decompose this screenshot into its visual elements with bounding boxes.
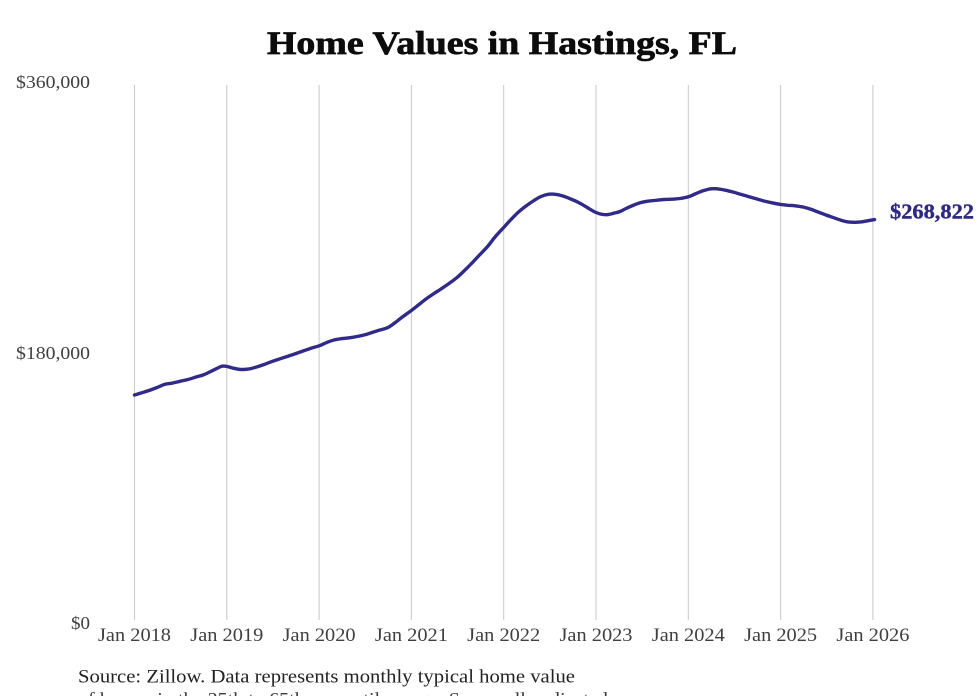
svg-text:Jan 2023: Jan 2023 [560, 625, 633, 646]
svg-text:Jan 2019: Jan 2019 [190, 625, 263, 646]
svg-text:Jan 2024: Jan 2024 [652, 625, 726, 646]
svg-text:Source: Zillow. Data represent: Source: Zillow. Data represents monthly … [78, 667, 575, 688]
svg-text:$360,000: $360,000 [16, 72, 90, 92]
svg-text:Jan 2025: Jan 2025 [744, 625, 817, 646]
svg-text:Home Values in Hastings, FL: Home Values in Hastings, FL [267, 26, 737, 62]
svg-text:$180,000: $180,000 [16, 343, 90, 363]
svg-text:$0: $0 [71, 613, 90, 633]
svg-text:Jan 2020: Jan 2020 [283, 625, 356, 646]
svg-text:of homes in the 35th to 65th p: of homes in the 35th to 65th percentile … [78, 690, 613, 699]
svg-text:$268,822: $268,822 [890, 200, 974, 224]
svg-text:Jan 2026: Jan 2026 [836, 625, 909, 646]
svg-text:Jan 2021: Jan 2021 [375, 625, 448, 646]
svg-text:Jan 2018: Jan 2018 [98, 625, 171, 646]
svg-text:Jan 2022: Jan 2022 [467, 625, 540, 646]
